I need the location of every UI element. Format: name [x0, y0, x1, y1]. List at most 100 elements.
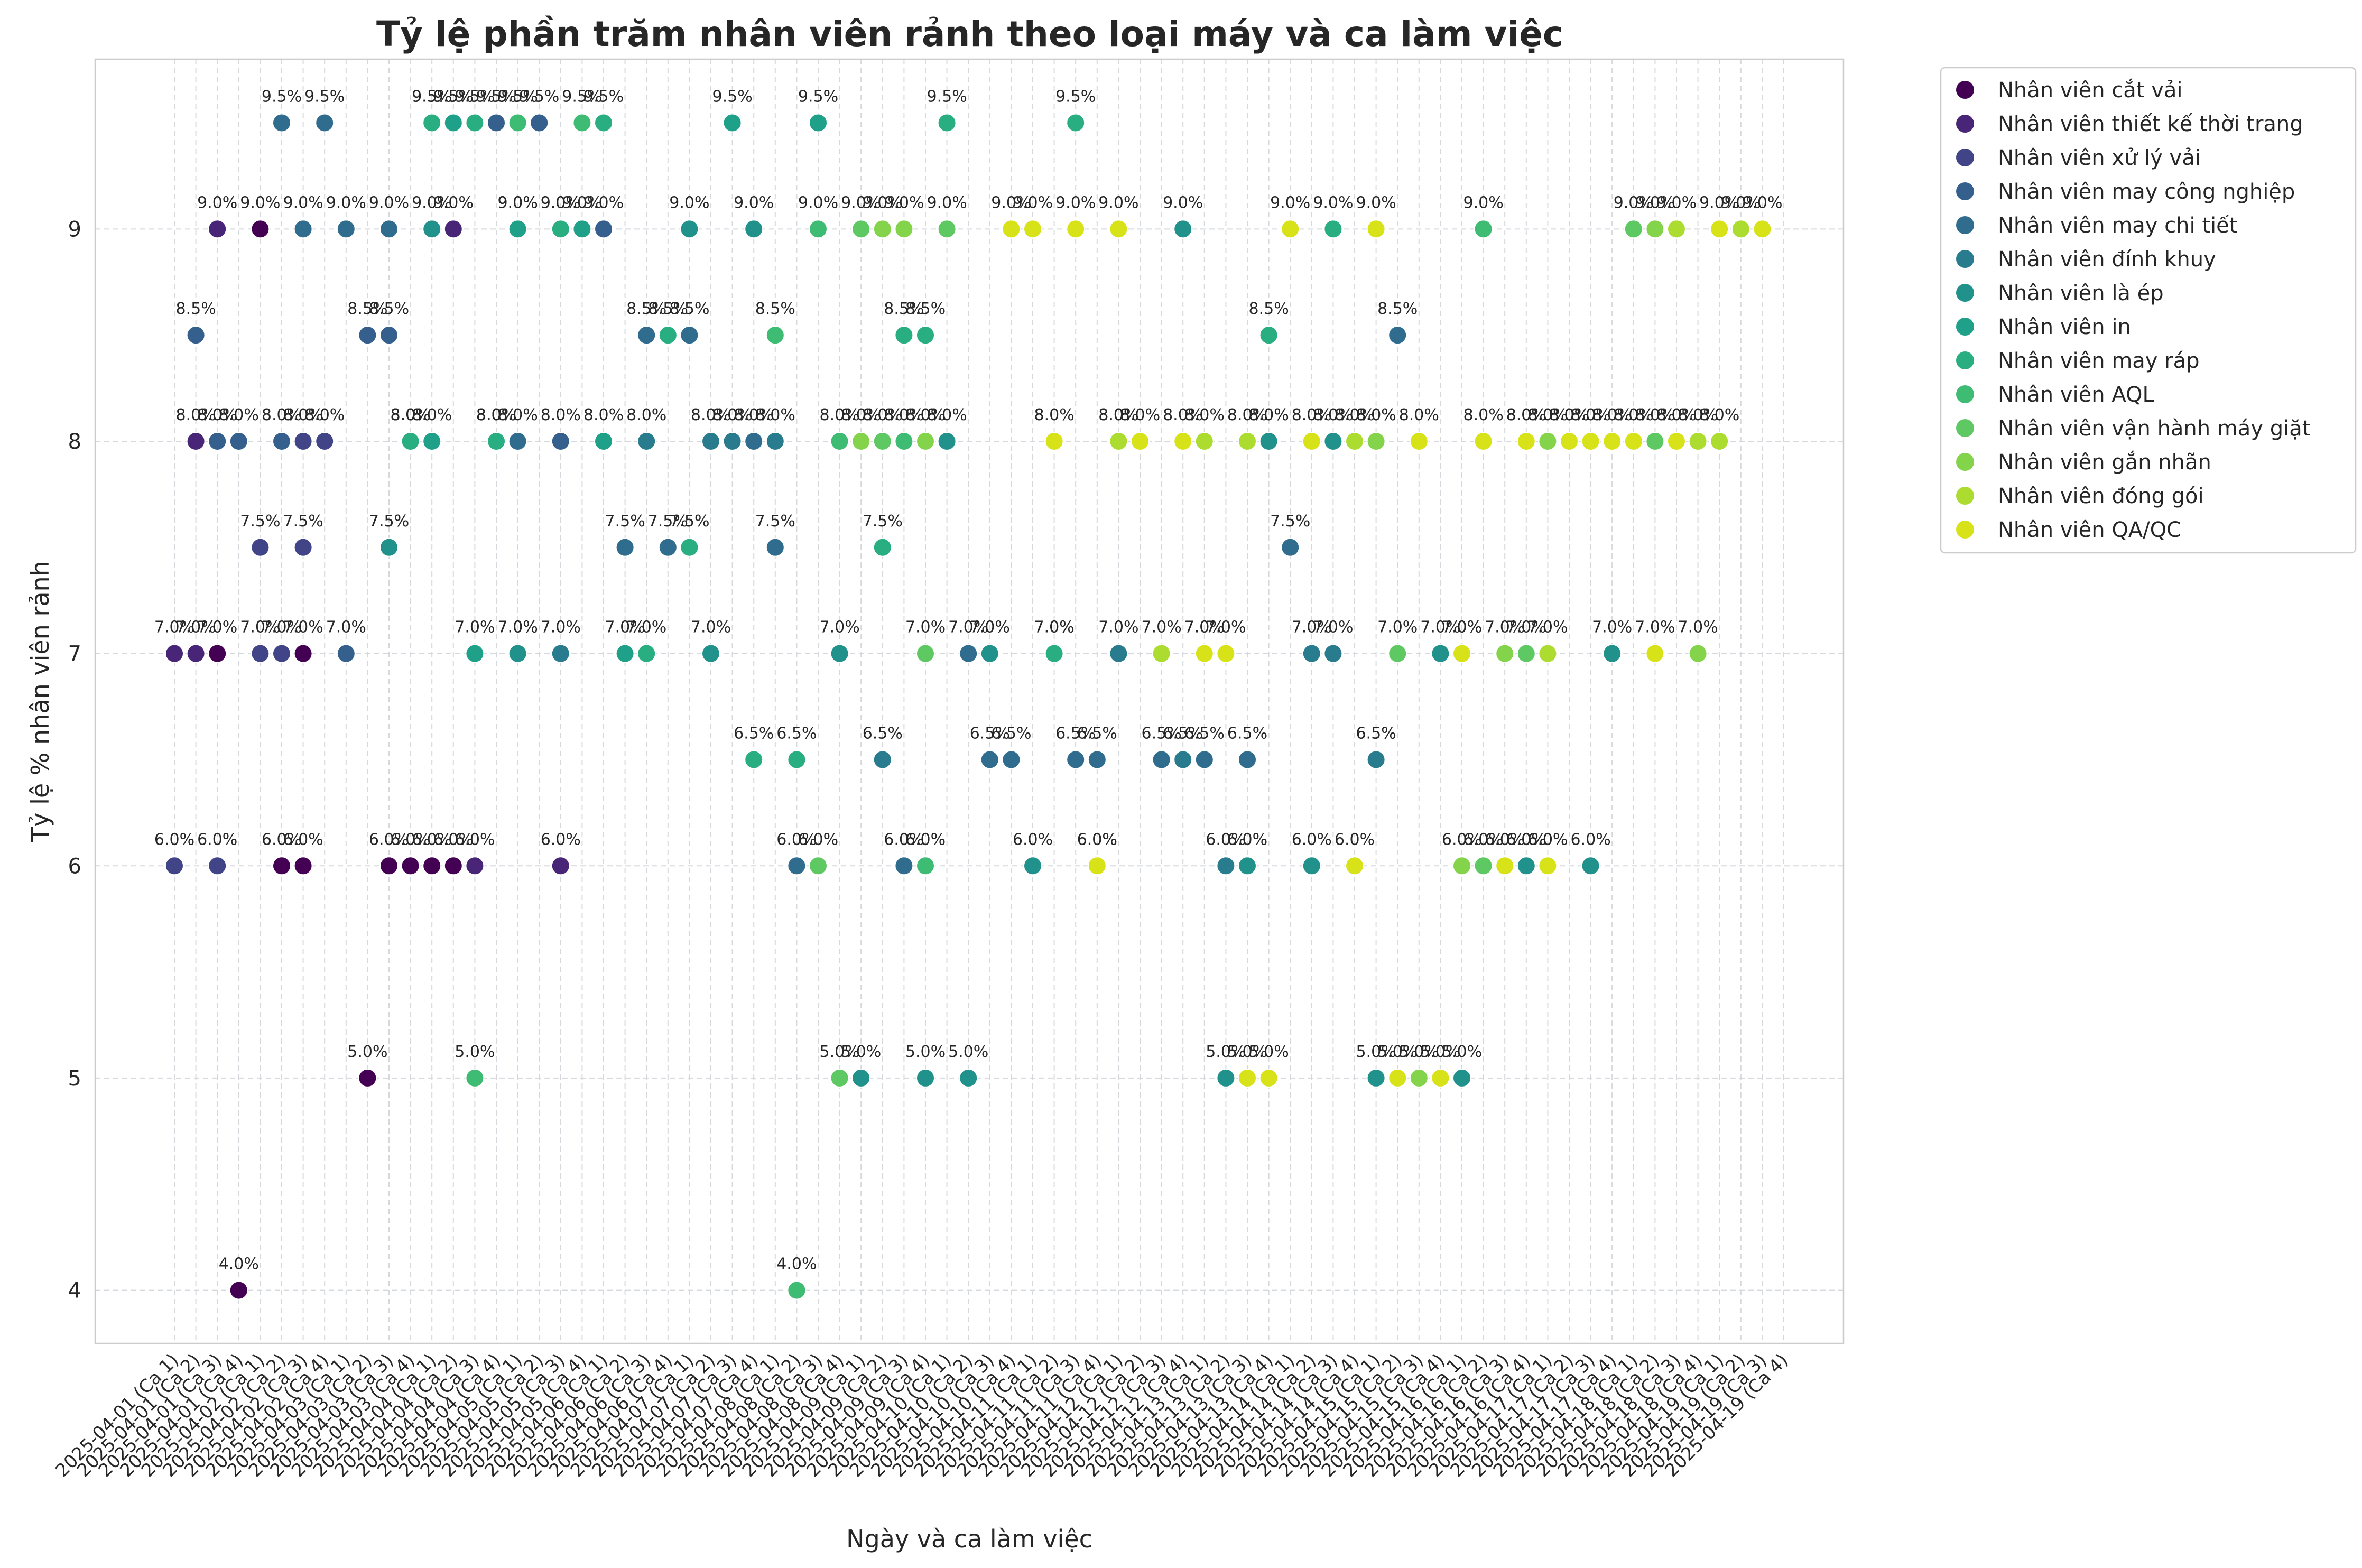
data-label: 6.0% — [1227, 830, 1267, 849]
data-label: 8.0% — [1614, 406, 1654, 424]
data-label: 8.5% — [175, 300, 216, 318]
data-point — [744, 431, 764, 451]
data-point — [1323, 644, 1343, 663]
legend-label: Nhân viên thiết kế thời trang — [1998, 112, 2303, 136]
data-label: 8.5% — [669, 300, 709, 318]
data-point — [680, 219, 699, 239]
data-label: 8.0% — [1313, 406, 1353, 424]
data-label: 7.5% — [605, 512, 645, 531]
data-label: 7.0% — [1442, 618, 1482, 637]
data-point — [1152, 750, 1171, 769]
data-label: 5.0% — [819, 1043, 859, 1061]
legend-marker — [1956, 115, 1974, 133]
data-label: 7.0% — [1313, 618, 1353, 637]
data-label: 5.0% — [347, 1043, 387, 1061]
data-point — [1238, 750, 1257, 769]
legend-label: Nhân viên là ép — [1998, 281, 2164, 305]
data-point — [1173, 750, 1193, 769]
data-point — [1452, 1068, 1471, 1088]
data-point — [916, 1068, 935, 1088]
data-point — [1688, 431, 1708, 451]
data-point — [293, 644, 313, 663]
data-point — [959, 644, 978, 663]
data-label: 8.0% — [1399, 406, 1439, 424]
data-label: 9.0% — [541, 193, 581, 212]
data-point — [1302, 431, 1321, 451]
data-label: 9.0% — [1055, 193, 1096, 212]
data-point — [208, 856, 227, 876]
data-point — [1560, 431, 1579, 451]
data-point — [1431, 644, 1450, 663]
data-label: 5.0% — [905, 1043, 946, 1061]
data-label: 8.0% — [283, 406, 323, 424]
data-point — [1066, 750, 1086, 769]
data-label: 9.0% — [927, 193, 967, 212]
data-label: 6.5% — [970, 724, 1010, 743]
data-label: 9.0% — [1721, 193, 1761, 212]
y-tick-label: 5 — [68, 1066, 81, 1091]
data-label: 9.5% — [412, 87, 452, 106]
data-label: 7.5% — [1270, 512, 1310, 531]
x-axis-label: Ngày và ca làm việc — [846, 1525, 1092, 1553]
data-label: 8.0% — [583, 406, 624, 424]
legend-label: Nhân viên vận hành máy giặt — [1998, 416, 2310, 441]
data-point — [293, 219, 313, 239]
legend-marker — [1956, 250, 1974, 268]
data-point — [873, 219, 892, 239]
data-point — [1044, 644, 1064, 663]
data-point — [293, 431, 313, 451]
data-label: 6.0% — [1463, 830, 1503, 849]
data-point — [937, 113, 957, 133]
legend-label: Nhân viên QA/QC — [1998, 518, 2181, 542]
data-label: 5.0% — [1356, 1043, 1396, 1061]
data-point — [551, 644, 570, 663]
data-point — [1173, 431, 1193, 451]
data-label: 6.5% — [1055, 724, 1096, 743]
data-label: 9.5% — [412, 87, 452, 106]
data-label: 8.5% — [369, 300, 409, 318]
data-label: 9.0% — [1163, 193, 1203, 212]
data-label: 9.0% — [369, 193, 409, 212]
data-label: 7.0% — [240, 618, 280, 637]
data-point — [1259, 326, 1279, 345]
data-point — [1323, 431, 1343, 451]
data-point — [1194, 644, 1214, 663]
data-label: 8.0% — [1120, 406, 1160, 424]
data-point — [1194, 750, 1214, 769]
data-point — [487, 113, 506, 133]
data-label: 4.0% — [219, 1255, 259, 1274]
data-label: 7.0% — [905, 618, 946, 637]
chart-title: Tỷ lệ phần trăm nhân viên rảnh theo loại… — [376, 14, 1563, 54]
data-point — [1731, 219, 1750, 239]
data-label: 6.0% — [1506, 830, 1546, 849]
data-label: 8.0% — [1248, 406, 1289, 424]
data-point — [208, 644, 227, 663]
data-point — [1645, 431, 1665, 451]
data-label: 8.5% — [648, 300, 688, 318]
data-point — [229, 431, 248, 451]
data-point — [465, 1068, 485, 1088]
data-point — [1388, 644, 1407, 663]
data-label: 6.0% — [1506, 830, 1546, 849]
data-label: 8.0% — [1678, 406, 1718, 424]
data-point — [916, 644, 935, 663]
data-label: 8.0% — [927, 406, 967, 424]
data-label: 7.0% — [1678, 618, 1718, 637]
data-point — [1345, 856, 1364, 876]
data-point — [1238, 1068, 1257, 1088]
data-label: 7.5% — [669, 512, 709, 531]
data-label: 8.0% — [1248, 406, 1289, 424]
data-point — [1238, 856, 1257, 876]
data-label: 8.0% — [197, 406, 237, 424]
data-point — [422, 113, 442, 133]
plot-frame — [94, 58, 1845, 1344]
data-label: 6.0% — [1013, 830, 1053, 849]
data-point — [1109, 644, 1128, 663]
data-point — [422, 219, 442, 239]
data-point — [1645, 644, 1665, 663]
data-point — [1302, 856, 1321, 876]
data-label: 7.0% — [1034, 618, 1074, 637]
data-point — [186, 644, 206, 663]
data-label: 6.5% — [1184, 724, 1225, 743]
data-point — [809, 856, 828, 876]
